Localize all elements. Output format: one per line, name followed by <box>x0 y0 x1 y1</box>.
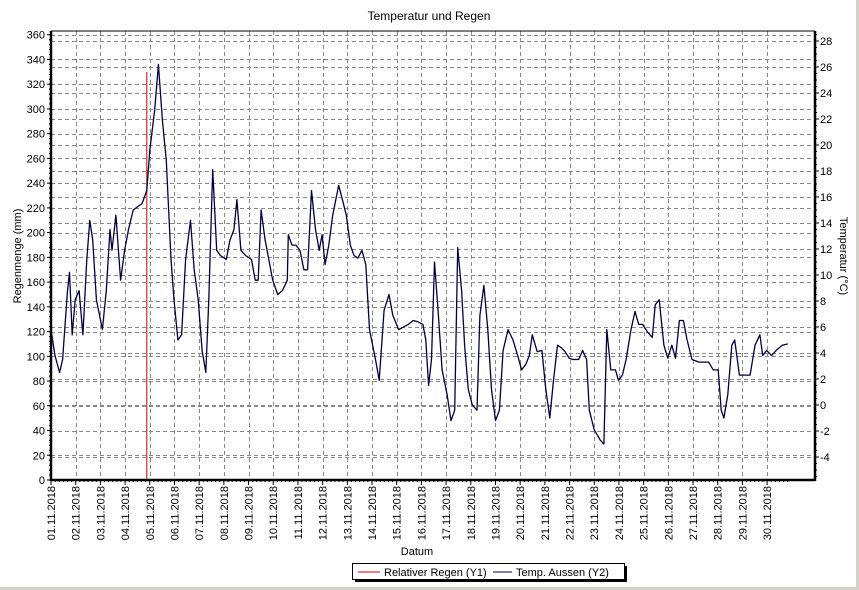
y-tick-label: 0 <box>39 475 45 487</box>
y2-tick-label: 26 <box>820 62 832 74</box>
x-tick-label: 01.11.2018 <box>46 486 58 540</box>
y2-tick-label: 24 <box>820 88 832 100</box>
window-border-right <box>856 0 859 590</box>
y-tick-label: 140 <box>27 302 45 314</box>
y2-tick-label: 4 <box>820 348 826 360</box>
y-tick-label: 300 <box>27 104 45 116</box>
x-tick-label: 22.11.2018 <box>565 486 577 540</box>
y-tick-label: 80 <box>33 376 45 388</box>
y-tick-label: 320 <box>27 79 45 91</box>
legend-label-temp: Temp. Aussen (Y2) <box>516 567 609 579</box>
y-tick-label: 220 <box>27 203 45 215</box>
x-tick-label: 13.11.2018 <box>342 486 354 540</box>
x-tick-label: 06.11.2018 <box>169 486 181 540</box>
y2-tick-label: 8 <box>820 296 826 308</box>
y-tick-label: 180 <box>27 252 45 264</box>
y-tick-label: 200 <box>27 228 45 240</box>
y-tick-label: 120 <box>27 327 45 339</box>
y-axis-label: Regenmenge (mm) <box>12 209 24 304</box>
axes: 0204060801001201401601802002202402602803… <box>27 30 833 541</box>
x-tick-label: 30.11.2018 <box>762 486 774 540</box>
y2-tick-label: 16 <box>820 192 832 204</box>
y2-tick-label: 2 <box>820 374 826 386</box>
x-tick-label: 07.11.2018 <box>194 486 206 540</box>
x-tick-label: 21.11.2018 <box>540 486 552 540</box>
y-tick-label: 20 <box>33 450 45 462</box>
x-axis-label: Datum <box>401 546 433 558</box>
x-tick-label: 27.11.2018 <box>688 486 700 540</box>
y-tick-label: 340 <box>27 54 45 66</box>
x-tick-label: 16.11.2018 <box>416 486 428 540</box>
y2-tick-label: -2 <box>820 426 830 438</box>
chart-title: Temperatur und Regen <box>368 9 491 23</box>
window-border-bottom <box>0 587 859 590</box>
x-tick-label: 20.11.2018 <box>515 486 527 540</box>
y2-axis-label: Temperatur (°C) <box>837 217 849 295</box>
x-tick-label: 11.11.2018 <box>293 486 305 539</box>
x-tick-label: 10.11.2018 <box>268 486 280 540</box>
legend-label-rain: Relativer Regen (Y1) <box>384 567 487 579</box>
x-tick-label: 03.11.2018 <box>95 486 107 540</box>
x-tick-label: 24.11.2018 <box>614 486 626 540</box>
x-tick-label: 14.11.2018 <box>367 486 379 540</box>
y-tick-label: 360 <box>27 30 45 42</box>
y-tick-label: 100 <box>27 351 45 363</box>
grid <box>51 31 815 480</box>
legend: Relativer Regen (Y1) Temp. Aussen (Y2) <box>352 563 627 582</box>
y2-tick-label: 6 <box>820 322 826 334</box>
y2-tick-label: 28 <box>820 36 832 48</box>
y-tick-label: 240 <box>27 178 45 190</box>
x-tick-label: 02.11.2018 <box>71 486 83 540</box>
x-tick-label: 17.11.2018 <box>441 486 453 540</box>
y2-tick-label: 18 <box>820 166 832 178</box>
x-tick-label: 09.11.2018 <box>244 486 256 540</box>
y-tick-label: 160 <box>27 277 45 289</box>
y2-tick-label: -4 <box>820 452 830 464</box>
x-tick-label: 23.11.2018 <box>589 486 601 540</box>
x-tick-label: 04.11.2018 <box>120 486 132 540</box>
y-tick-label: 280 <box>27 129 45 141</box>
y2-tick-label: 12 <box>820 244 832 256</box>
x-tick-label: 18.11.2018 <box>466 486 478 540</box>
temperature-line <box>50 63 788 445</box>
legend-box <box>352 563 625 580</box>
x-tick-label: 15.11.2018 <box>392 486 404 540</box>
x-tick-label: 25.11.2018 <box>639 486 651 540</box>
y2-tick-label: 14 <box>820 218 832 230</box>
y2-tick-label: 20 <box>820 140 832 152</box>
x-tick-label: 08.11.2018 <box>219 486 231 540</box>
y2-tick-label: 0 <box>820 400 826 412</box>
y2-tick-label: 10 <box>820 270 832 282</box>
y-tick-label: 260 <box>27 153 45 165</box>
y2-tick-label: 22 <box>820 114 832 126</box>
y-tick-label: 40 <box>33 426 45 438</box>
x-tick-label: 12.11.2018 <box>318 486 330 540</box>
x-tick-label: 28.11.2018 <box>713 486 725 540</box>
x-tick-label: 05.11.2018 <box>145 486 157 540</box>
x-tick-label: 29.11.2018 <box>737 486 749 540</box>
y-tick-label: 60 <box>33 401 45 413</box>
x-tick-label: 19.11.2018 <box>490 486 502 540</box>
x-tick-label: 26.11.2018 <box>663 486 675 540</box>
series-layer <box>50 63 788 480</box>
